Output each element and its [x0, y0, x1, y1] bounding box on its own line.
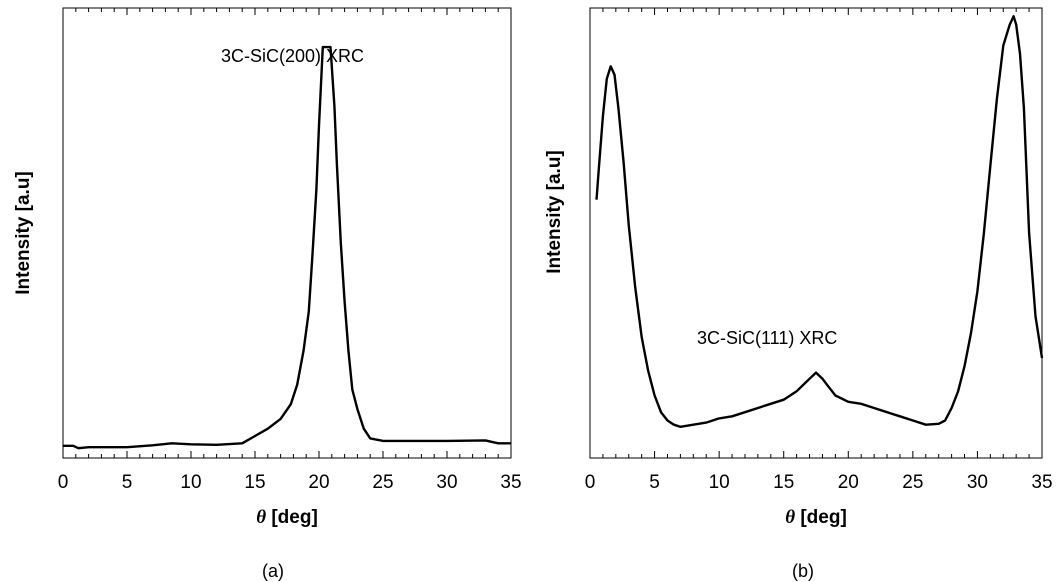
x-tick-label-a: 25: [372, 472, 393, 493]
x-tick-label-b: 20: [838, 472, 859, 493]
x-axis-symbol-a: θ: [256, 507, 266, 528]
x-tick-label-b: 5: [649, 472, 660, 493]
x-tick-label-a: 0: [58, 472, 69, 493]
plot-frame-b: [589, 7, 1043, 459]
x-tick-label-a: 30: [436, 472, 457, 493]
x-tick-label-b: 10: [709, 472, 730, 493]
x-axis-label-b: θ [deg]: [785, 507, 847, 528]
x-tick-label-a: 10: [180, 472, 201, 493]
panel-a: 0 5 10 15 20 25 30 35 3C-SiC(200) XRC Intensity…: [13, 7, 522, 581]
series-line-a: [63, 45, 511, 450]
x-axis-text-b: [deg]: [800, 507, 846, 528]
x-tick-label-b: 0: [585, 472, 596, 493]
annotation-b: 3C-SiC(111) XRC: [697, 328, 837, 348]
panel-label-a: (a): [262, 561, 284, 581]
plot-frame-a: [62, 7, 512, 459]
annotation-a: 3C-SiC(200) XRC: [221, 46, 364, 66]
ticks-a: [62, 8, 512, 458]
x-tick-label-a: 15: [244, 472, 265, 493]
series-line-b: [595, 15, 1044, 428]
x-axis-label-a: θ [deg]: [256, 507, 318, 528]
tick-labels-a: 0 5 10 15 20 25 30 35: [58, 472, 522, 493]
x-tick-label-b: 35: [1031, 472, 1052, 493]
x-axis-text-a: [deg]: [271, 507, 317, 528]
panel-b: 0 5 10 15 20 25 30 35 3C-SiC(111) XRC Intensity…: [544, 7, 1053, 581]
panel-label-b: (b): [792, 561, 814, 581]
x-tick-label-b: 30: [967, 472, 988, 493]
y-axis-label-a: Intensity [a.u]: [13, 171, 34, 295]
ticks-b: [589, 8, 1043, 458]
y-axis-label-b: Intensity [a.u]: [544, 150, 565, 274]
x-tick-label-b: 25: [902, 472, 923, 493]
x-tick-label-a: 35: [500, 472, 521, 493]
x-axis-symbol-b: θ: [785, 507, 795, 528]
x-tick-label-b: 15: [773, 472, 794, 493]
x-tick-label-a: 5: [122, 472, 133, 493]
tick-labels-b: 0 5 10 15 20 25 30 35: [585, 472, 1053, 493]
x-tick-label-a: 20: [308, 472, 329, 493]
